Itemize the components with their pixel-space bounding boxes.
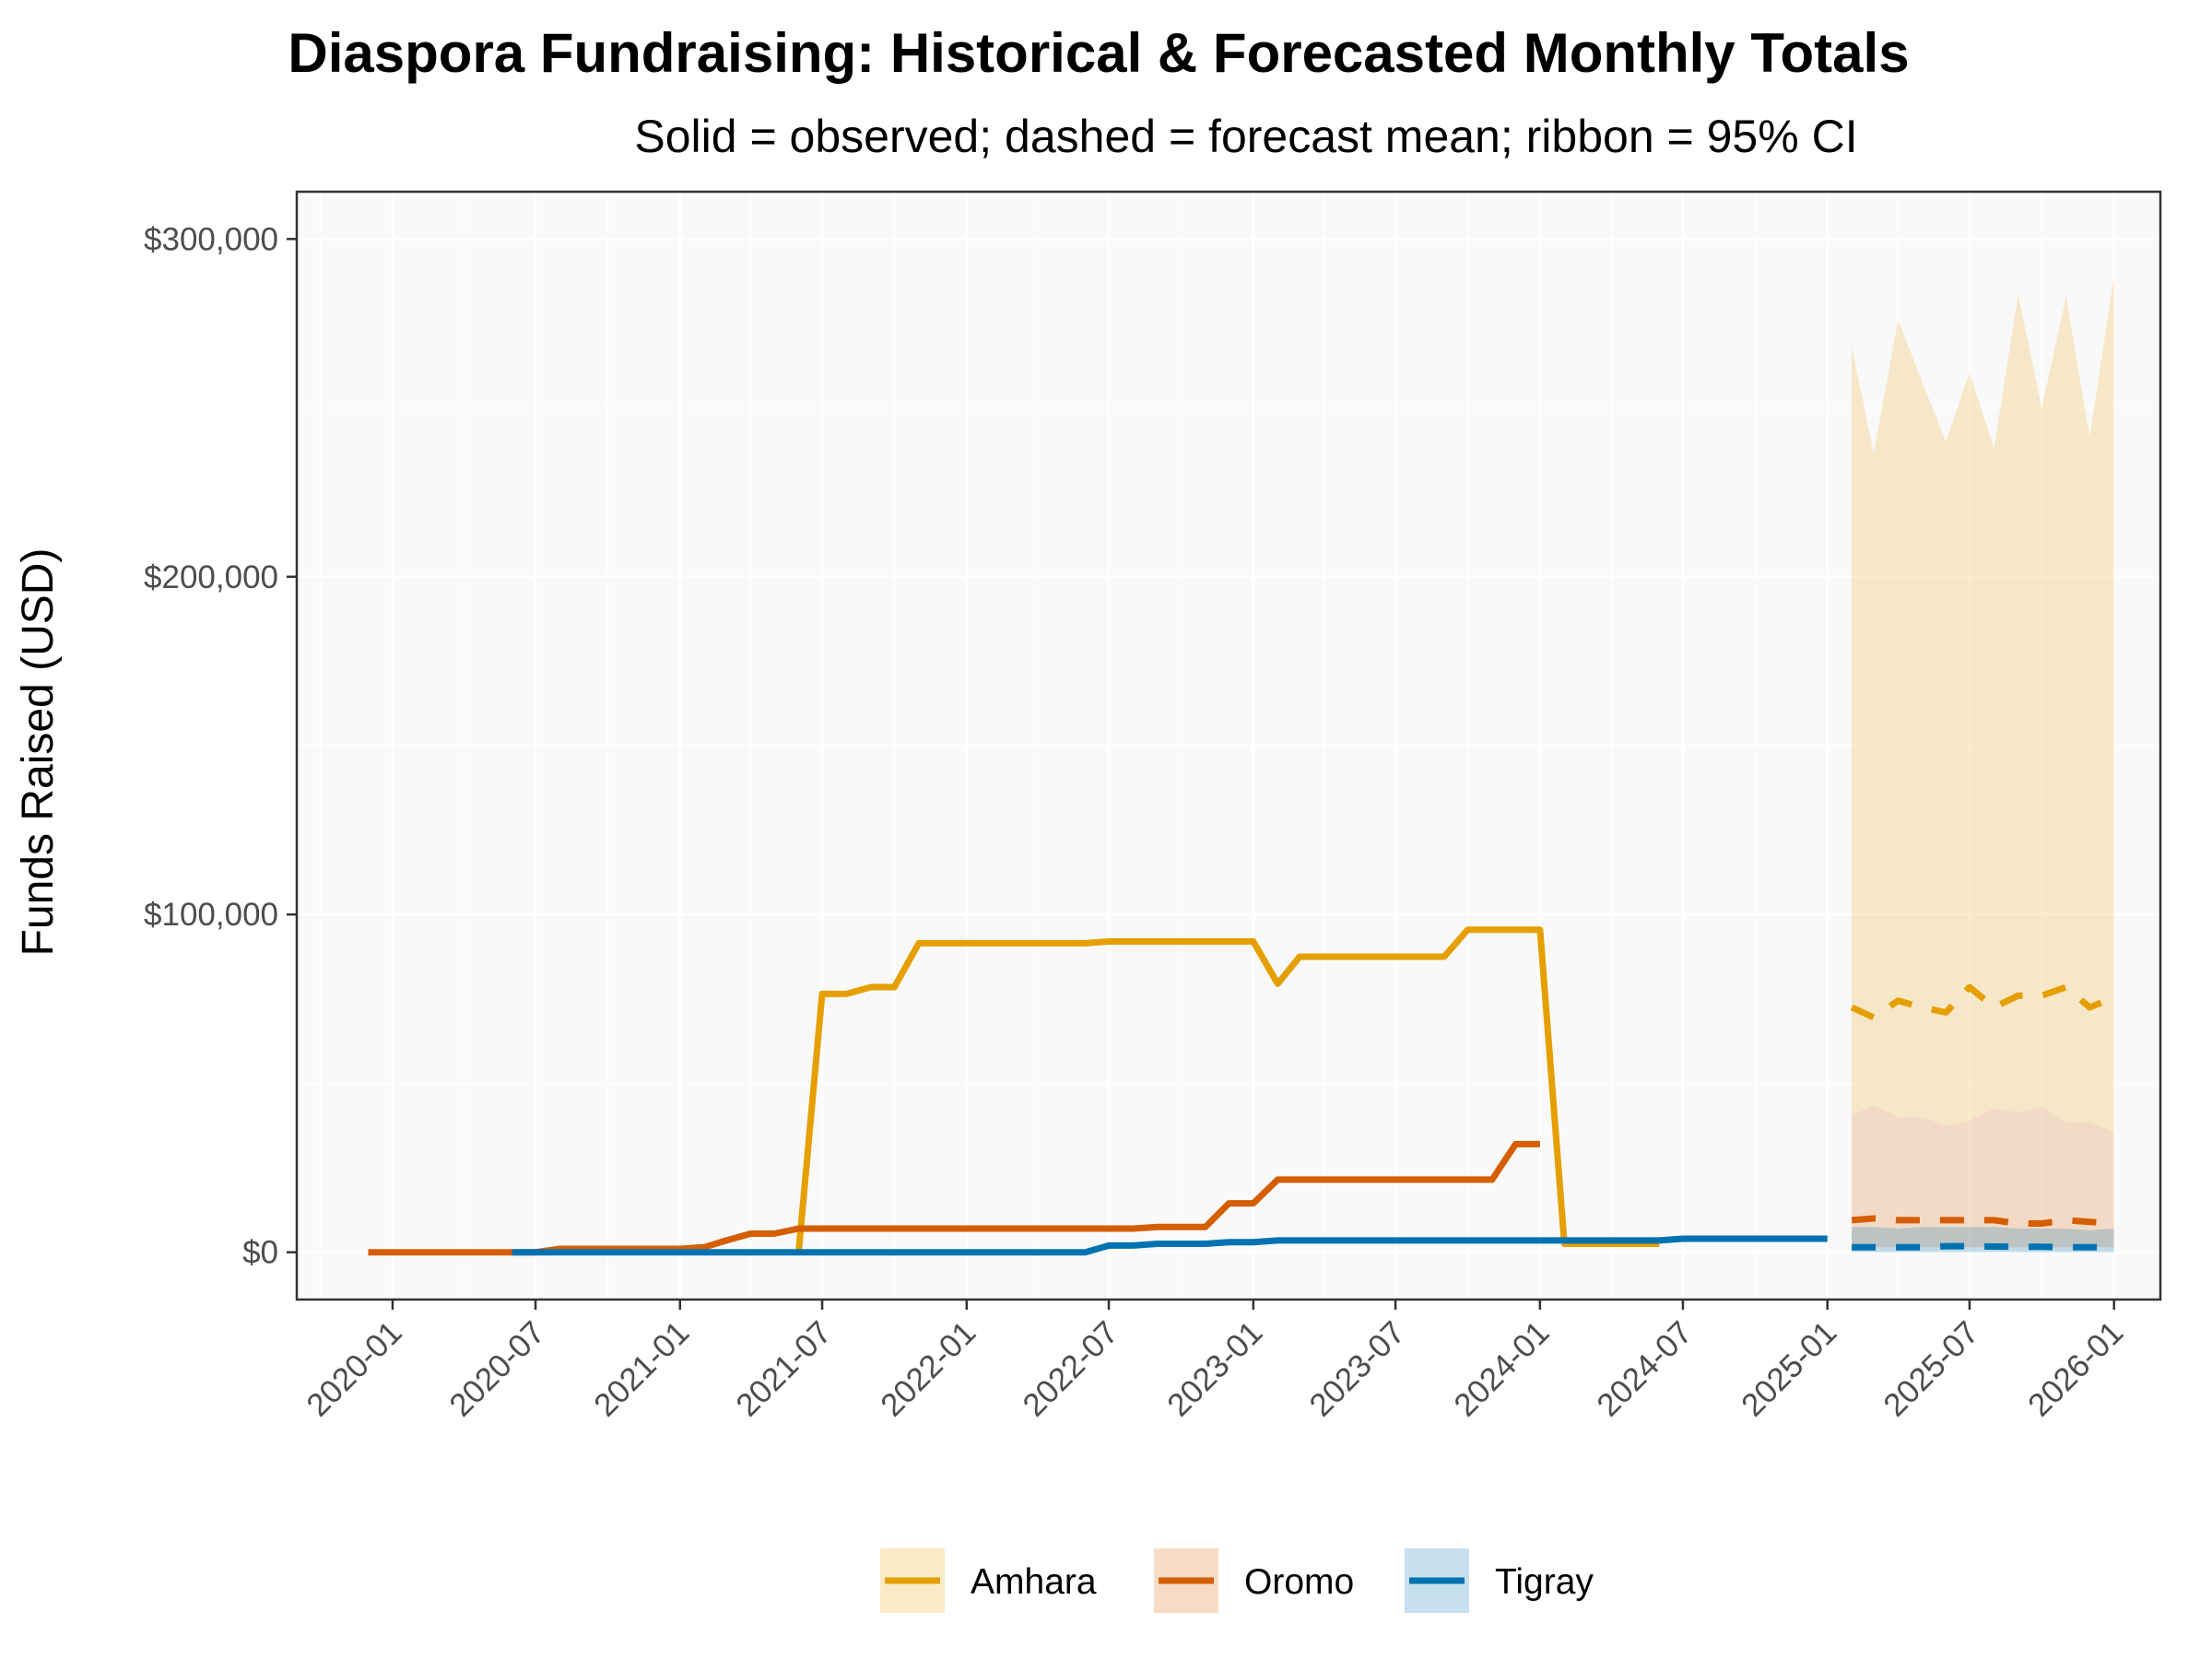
x-tick-label: 2022-01	[874, 1314, 982, 1423]
y-axis-title: Funds Raised (USD)	[14, 548, 63, 957]
x-tick-label: 2020-07	[442, 1314, 551, 1423]
confidence-ribbons	[1852, 276, 2114, 1253]
ribbon-amhara	[1852, 276, 2114, 1133]
legend-label: Tigray	[1495, 1562, 1594, 1602]
line-observed-oromo	[368, 1140, 1540, 1256]
legend-label: Amhara	[971, 1562, 1097, 1602]
y-axis: $0 $100,000 $200,000 $300,000	[144, 221, 297, 1271]
x-tick-label: 2024-07	[1590, 1314, 1699, 1423]
plot-border	[295, 190, 2162, 1301]
x-tick-label: 2025-01	[1735, 1314, 1843, 1423]
y-tick-label: $100,000	[144, 897, 278, 933]
x-tick-label: 2023-01	[1160, 1314, 1269, 1423]
x-axis: 2020-01 2020-07 2021-01 2021-07 2022-01 2022-…	[300, 1300, 2130, 1423]
y-tick-label: $0	[242, 1235, 278, 1271]
x-tick-label: 2020-01	[300, 1314, 408, 1423]
line-forecast-amhara	[1850, 983, 2116, 1021]
series-lines	[368, 926, 2116, 1256]
legend-item-tigray: Tigray	[1405, 1548, 1594, 1613]
x-tick-label: 2021-01	[587, 1314, 696, 1423]
x-tick-label: 2021-07	[729, 1314, 838, 1423]
x-tick-label: 2022-07	[1016, 1314, 1124, 1423]
x-tick-label: 2026-01	[2021, 1314, 2130, 1423]
line-observed-amhara	[795, 926, 1660, 1253]
grid	[297, 192, 2160, 1300]
legend: Amhara Oromo Tigray	[880, 1548, 1594, 1613]
legend-item-oromo: Oromo	[1154, 1548, 1354, 1613]
line-observed-tigray	[512, 1235, 1828, 1256]
chart-subtitle: Solid = observed; dashed = forecast mean…	[634, 111, 1857, 162]
y-tick-label: $300,000	[144, 221, 278, 257]
legend-label: Oromo	[1244, 1562, 1354, 1602]
ribbon-oromo	[1852, 1105, 2114, 1248]
x-tick-label: 2024-01	[1447, 1314, 1556, 1423]
chart-title: Diaspora Fundraising: Historical & Forec…	[288, 22, 1909, 84]
y-tick-label: $200,000	[144, 559, 278, 595]
legend-item-amhara: Amhara	[880, 1548, 1097, 1613]
x-tick-label: 2025-07	[1877, 1314, 1985, 1423]
x-tick-label: 2023-07	[1302, 1314, 1411, 1423]
